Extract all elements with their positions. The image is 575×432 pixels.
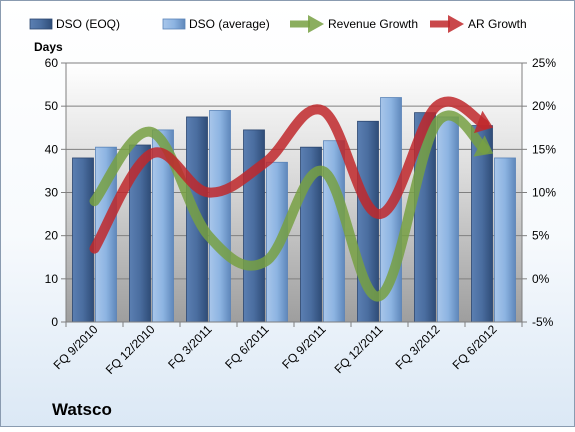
line-series xyxy=(89,96,494,302)
legend-swatch-dso-average xyxy=(162,18,186,30)
left-axis-tick-label: 50 xyxy=(45,99,59,113)
left-axis-tick-label: 30 xyxy=(45,186,59,200)
bar-dso-average xyxy=(437,116,459,323)
legend-label-dso-average: DSO (average) xyxy=(189,17,270,31)
ar-growth-arrowhead xyxy=(473,110,494,134)
legend-swatch-dso-eoq xyxy=(29,18,53,30)
right-axis-tick-label: 20% xyxy=(532,99,556,113)
right-axis-tick-label: 25% xyxy=(532,56,556,70)
ar-growth-line xyxy=(89,96,490,254)
right-axis-tick-label: -5% xyxy=(532,315,554,329)
left-axis-tick-label: 0 xyxy=(51,315,58,329)
revenue-growth-arrowhead xyxy=(473,135,494,157)
left-axis-tick-label: 40 xyxy=(45,142,59,156)
right-axis-tick-label: 15% xyxy=(532,142,556,156)
revenue-growth-line xyxy=(89,110,490,302)
bar-dso-eoq xyxy=(243,129,265,323)
bar-dso-average xyxy=(494,157,516,323)
bar-dso-eoq xyxy=(72,157,94,323)
legend-label-ar-growth: AR Growth xyxy=(468,17,527,31)
legend-arrow-revenue-growth xyxy=(308,15,324,33)
chart-title: Watsco xyxy=(52,400,112,419)
legend-label-dso-eoq: DSO (EOQ) xyxy=(56,17,120,31)
left-axis-tick-label: 10 xyxy=(45,272,59,286)
left-axis-tick-label: 20 xyxy=(45,229,59,243)
right-axis-tick-label: 10% xyxy=(532,186,556,200)
right-axis-tick-label: 5% xyxy=(532,229,550,243)
left-axis-tick-label: 60 xyxy=(45,56,59,70)
legend-arrow-ar-growth xyxy=(448,15,464,33)
right-axis-tick-label: 0% xyxy=(532,272,550,286)
legend: DSO (EOQ) DSO (average) Revenue Growth AR G… xyxy=(29,15,527,33)
left-axis-title: Days xyxy=(34,40,63,54)
bar-dso-average xyxy=(209,110,231,323)
legend-label-revenue-growth: Revenue Growth xyxy=(328,17,418,31)
